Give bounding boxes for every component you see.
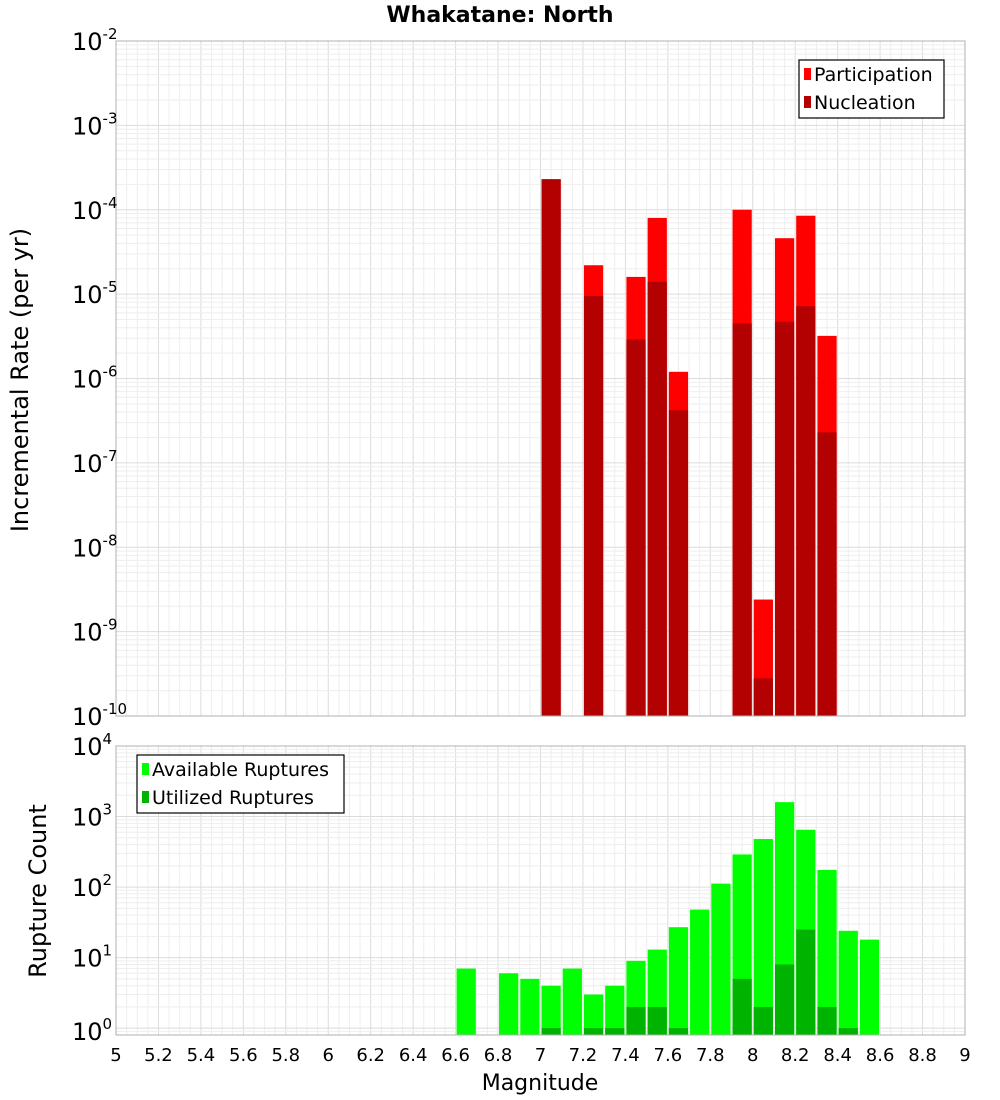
top-y-tick-label: 10-4 bbox=[72, 194, 118, 225]
rate-panel: 10-2 10-3 10-4 10-5 10-6 10-7 10-8 10-9 10-10 Par… bbox=[72, 25, 966, 731]
top-y-tick-label: 10-6 bbox=[72, 363, 118, 394]
x-tick-label: 7.6 bbox=[654, 1045, 683, 1066]
x-tick-label: 7.2 bbox=[569, 1045, 598, 1066]
x-tick-label: 7 bbox=[535, 1045, 546, 1066]
bar bbox=[562, 968, 582, 1035]
x-tick-label: 6.2 bbox=[356, 1045, 385, 1066]
bar bbox=[668, 1028, 689, 1035]
top-y-tick-label: 10-7 bbox=[72, 447, 118, 478]
bar bbox=[668, 410, 689, 716]
top-y-tick-label: 10-8 bbox=[72, 531, 118, 562]
bar bbox=[732, 323, 752, 716]
bottom-series-1 bbox=[541, 929, 858, 1035]
legend-swatch bbox=[142, 763, 149, 775]
x-tick-label: 8.4 bbox=[823, 1045, 852, 1066]
x-tick-label: 5 bbox=[110, 1045, 121, 1066]
bar bbox=[541, 985, 561, 1035]
bar bbox=[499, 973, 519, 1035]
x-tick-label: 5.4 bbox=[187, 1045, 216, 1066]
legend-swatch bbox=[142, 791, 149, 803]
bar bbox=[753, 678, 773, 716]
x-tick-label: 5.2 bbox=[144, 1045, 173, 1066]
bottom-y-tick-label: 103 bbox=[72, 801, 112, 832]
x-tick-label: 6.6 bbox=[441, 1045, 470, 1066]
bar bbox=[711, 883, 731, 1035]
top-y-tick-label: 10-9 bbox=[72, 616, 118, 647]
top-y-axis-label: Incremental Rate (per yr) bbox=[6, 228, 34, 532]
bar bbox=[753, 1006, 773, 1035]
bar bbox=[626, 339, 646, 716]
bar bbox=[753, 839, 773, 1035]
x-tick-label: 6.8 bbox=[484, 1045, 513, 1066]
bottom-y-tick-label: 102 bbox=[72, 871, 112, 902]
bar bbox=[647, 281, 667, 716]
x-tick-label: 5.6 bbox=[229, 1045, 258, 1066]
legend-label: Available Ruptures bbox=[152, 759, 329, 781]
bar bbox=[838, 1028, 858, 1035]
bar bbox=[817, 869, 837, 1035]
top-y-tick-label: 10-5 bbox=[72, 278, 118, 309]
bar bbox=[817, 1006, 837, 1035]
top-series-1 bbox=[541, 179, 837, 716]
bar bbox=[583, 994, 604, 1035]
bar bbox=[456, 968, 476, 1035]
bar bbox=[774, 964, 795, 1035]
bar bbox=[838, 930, 858, 1035]
bar bbox=[583, 296, 604, 716]
x-tick-label: 8.6 bbox=[866, 1045, 895, 1066]
legend-label: Participation bbox=[814, 64, 933, 86]
chart-title: Whakatane: North bbox=[386, 3, 613, 28]
bottom-y-tick-label: 101 bbox=[72, 942, 112, 973]
bottom-legend: Available Ruptures Utilized Ruptures bbox=[136, 754, 345, 814]
x-tick-label: 7.4 bbox=[611, 1045, 640, 1066]
top-grid bbox=[115, 40, 966, 717]
legend-swatch bbox=[804, 68, 811, 80]
bar bbox=[732, 978, 752, 1035]
top-plot-frame bbox=[115, 40, 966, 717]
bar bbox=[796, 929, 816, 1035]
bar bbox=[541, 179, 561, 716]
bar bbox=[647, 1006, 667, 1035]
x-tick-label: 8.8 bbox=[908, 1045, 937, 1066]
bar bbox=[817, 432, 837, 716]
bar bbox=[690, 909, 710, 1035]
top-y-tick-label: 10-10 bbox=[72, 700, 127, 731]
bar bbox=[605, 1028, 625, 1035]
bottom-plot-frame bbox=[115, 745, 966, 1036]
x-axis-label: Magnitude bbox=[482, 1071, 599, 1096]
bar bbox=[520, 978, 540, 1035]
legend-label: Utilized Ruptures bbox=[152, 787, 314, 809]
legend-swatch bbox=[804, 96, 811, 108]
x-tick-label: 6 bbox=[323, 1045, 334, 1066]
bar bbox=[668, 927, 689, 1035]
bottom-y-axis-label: Rupture Count bbox=[24, 804, 52, 978]
bottom-y-tick-label: 104 bbox=[72, 730, 112, 761]
top-legend: Participation Nucleation bbox=[798, 59, 945, 119]
bar bbox=[626, 1006, 646, 1035]
bar bbox=[541, 1028, 561, 1035]
x-tick-label: 8 bbox=[747, 1045, 758, 1066]
legend-box bbox=[136, 754, 345, 814]
x-tick-label: 6.4 bbox=[399, 1045, 428, 1066]
x-tick-label: 7.8 bbox=[696, 1045, 725, 1066]
bottom-series-0 bbox=[456, 802, 880, 1035]
x-tick-label: 8.2 bbox=[781, 1045, 810, 1066]
bar bbox=[774, 321, 795, 716]
top-y-tick-label: 10-2 bbox=[72, 25, 118, 56]
bar bbox=[796, 306, 816, 716]
legend-label: Nucleation bbox=[814, 92, 916, 114]
bottom-y-tick-label: 100 bbox=[72, 1015, 112, 1046]
bar bbox=[859, 939, 880, 1035]
top-y-tick-label: 10-3 bbox=[72, 109, 118, 140]
x-tick-label: 5.8 bbox=[271, 1045, 300, 1066]
bar bbox=[583, 1028, 604, 1035]
legend-box bbox=[798, 59, 945, 119]
x-tick-label: 9 bbox=[959, 1045, 970, 1066]
bar bbox=[605, 985, 625, 1035]
